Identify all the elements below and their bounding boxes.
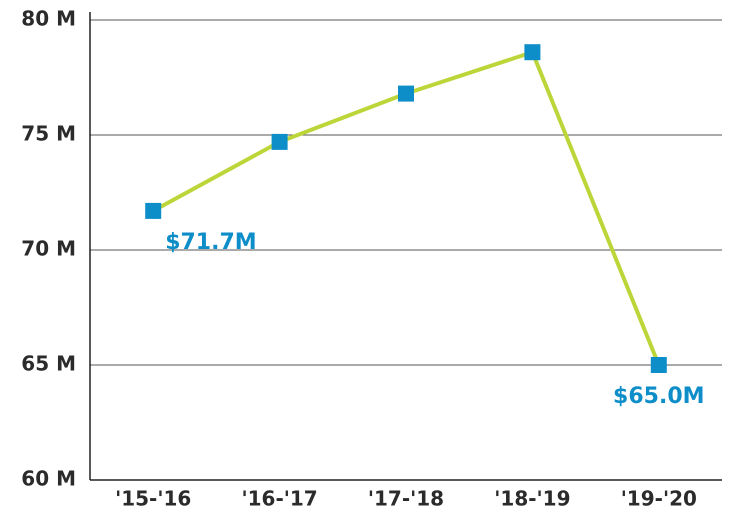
- y-tick-label: 60 M: [21, 467, 76, 491]
- y-tick-label: 65 M: [21, 352, 76, 376]
- marker: [398, 85, 414, 102]
- data-label: $65.0M: [613, 384, 704, 409]
- marker: [271, 133, 288, 150]
- data-label: $71.7M: [165, 230, 256, 255]
- marker: [524, 44, 541, 61]
- x-tick-label: '16-'17: [241, 487, 317, 511]
- x-tick-label: '15-'16: [115, 487, 191, 511]
- x-tick-label: '18-'19: [494, 487, 570, 511]
- x-tick-label: '19-'20: [621, 487, 697, 511]
- y-tick-label: 70 M: [21, 237, 76, 261]
- x-tick-label: '17-'18: [368, 487, 444, 511]
- marker: [650, 357, 667, 373]
- y-tick-label: 80 M: [21, 7, 76, 31]
- y-tick-label: 75 M: [21, 122, 76, 146]
- marker: [145, 202, 162, 219]
